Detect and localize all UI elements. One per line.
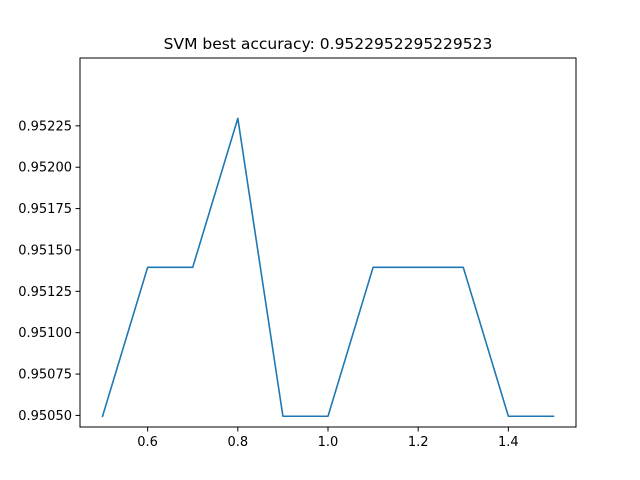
plot-area: 0.6 0.8 1.0 1.2 1.4 0.950500.950750.951000.9… bbox=[18, 57, 577, 450]
y-tick-label: 0.95100 bbox=[18, 326, 72, 341]
y-tick-label: 0.95075 bbox=[18, 368, 72, 383]
y-tick-label: 0.95150 bbox=[18, 243, 72, 258]
y-tick-label: 0.95125 bbox=[18, 285, 72, 300]
x-tick-label: 1.2 bbox=[408, 435, 429, 450]
y-tick-label: 0.95200 bbox=[18, 161, 72, 176]
y-axis: 0.95050 0.95075 0.95100 0.95125 0.95150 0.951… bbox=[18, 119, 80, 424]
plot-background bbox=[80, 58, 576, 427]
x-tick-label: 1.0 bbox=[318, 435, 339, 450]
x-tick-label: 1.4 bbox=[498, 435, 519, 450]
chart-title: SVM best accuracy: 0.9522952295229523 bbox=[164, 35, 493, 53]
series-layer bbox=[101, 117, 555, 418]
y-tick-label: 0.95050 bbox=[18, 409, 72, 424]
y-tick-label: 0.95175 bbox=[18, 202, 72, 217]
y-tick-label: 0.95225 bbox=[18, 119, 72, 134]
x-tick-label: 0.8 bbox=[227, 435, 248, 450]
x-tick-label: 0.6 bbox=[137, 435, 158, 450]
x-axis: 0.6 0.8 1.0 1.2 1.4 bbox=[137, 427, 519, 450]
